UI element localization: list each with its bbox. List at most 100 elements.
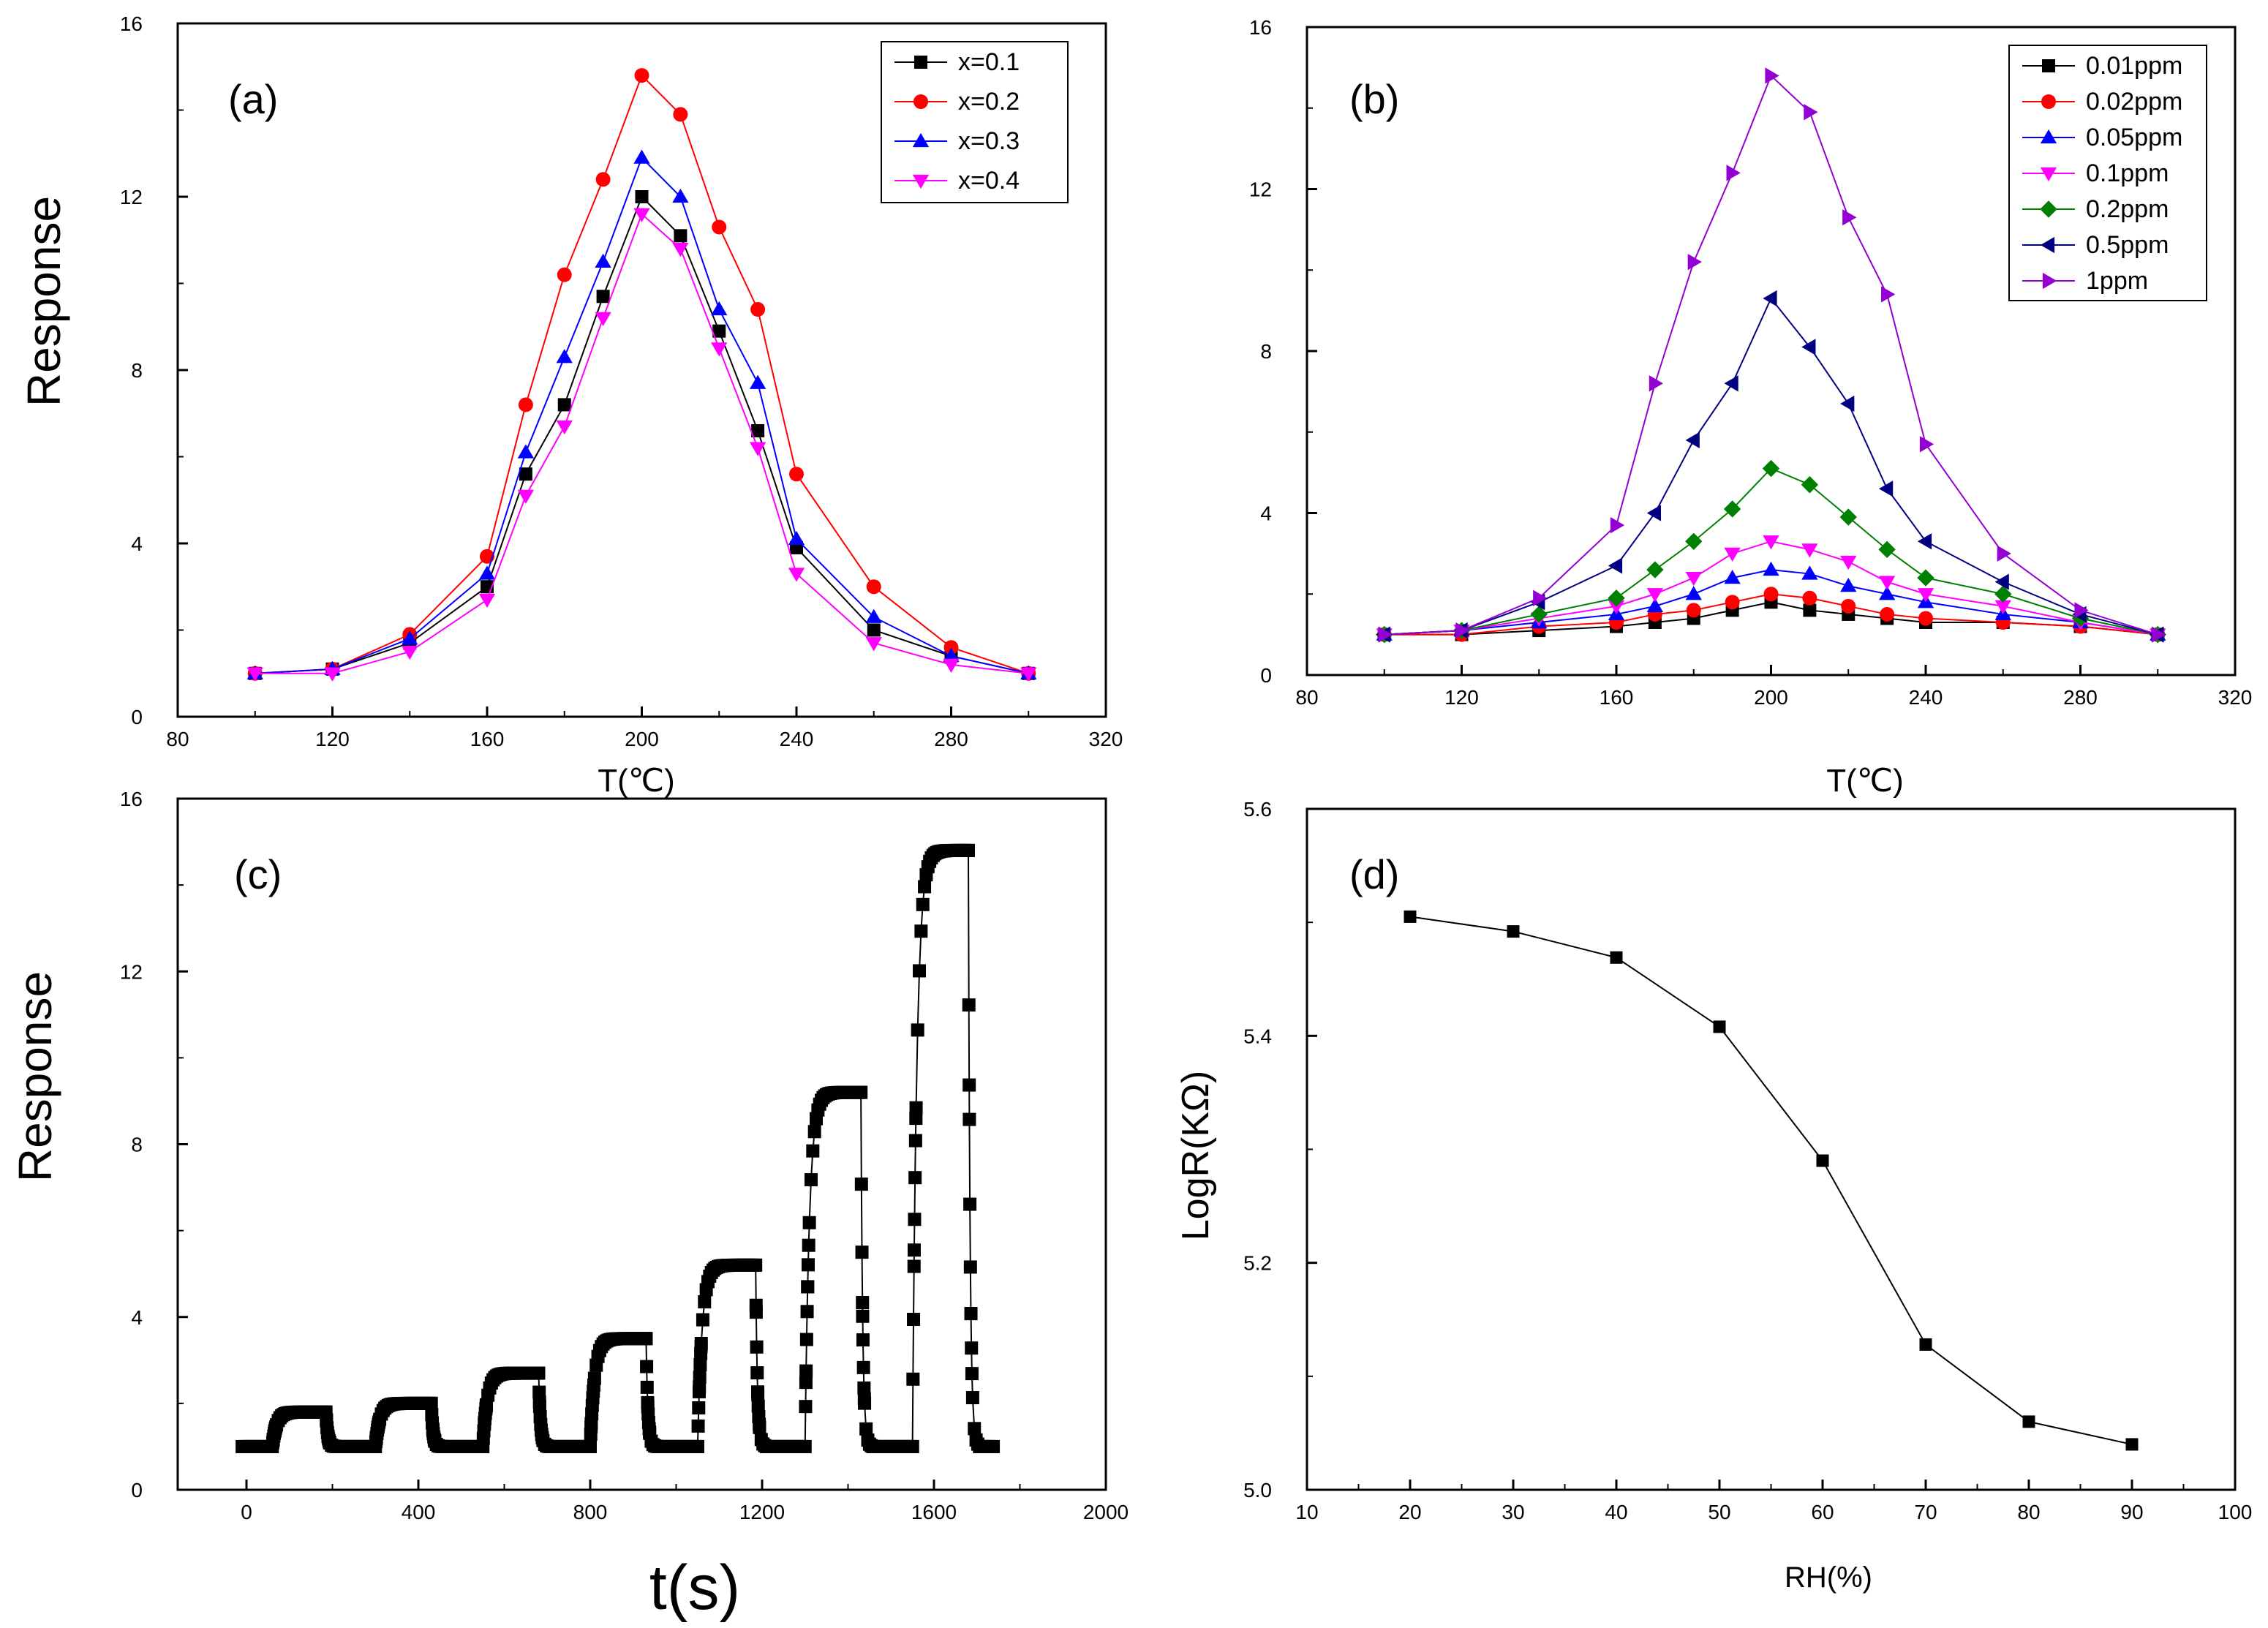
- x-axis-title: T(℃): [1826, 763, 1904, 799]
- data-point: [914, 924, 928, 938]
- legend-label: 0.01ppm: [2086, 52, 2182, 80]
- series-line: [1384, 467, 2158, 636]
- data-point: [532, 1399, 546, 1413]
- data-point: [1724, 547, 1741, 562]
- y-tick-label: 12: [120, 186, 143, 208]
- x-tick-label: 70: [1914, 1501, 1937, 1523]
- data-point: [855, 1246, 869, 1259]
- y-axis-title: Response: [18, 196, 70, 407]
- data-point: [633, 149, 650, 164]
- data-point: [909, 1101, 923, 1115]
- data-point: [711, 301, 728, 316]
- data-point: [1608, 589, 1625, 607]
- y-tick-label: 5.2: [1243, 1252, 1272, 1275]
- data-point: [691, 1419, 705, 1433]
- data-point: [1840, 395, 1855, 412]
- data-point: [1608, 557, 1623, 574]
- data-point: [965, 1391, 979, 1405]
- data-point: [906, 1372, 920, 1386]
- data-point: [801, 1280, 815, 1294]
- y-axis-title: LogR(KΩ): [1175, 1071, 1217, 1241]
- y-tick-label: 4: [131, 532, 143, 555]
- data-point: [943, 658, 960, 674]
- y-tick-label: 16: [1249, 16, 1272, 39]
- data-point: [1726, 165, 1741, 181]
- legend-marker: [2040, 200, 2057, 218]
- panel-c: 0 400 800 1200 1600 2000 0 4 8 12 16 (c) t(s) Respons…: [9, 788, 1129, 1623]
- legend-marker: [2042, 59, 2055, 72]
- data-point: [962, 1078, 976, 1092]
- x-tick-label: 60: [1811, 1501, 1834, 1523]
- data-point: [1533, 589, 1548, 606]
- data-point: [1724, 375, 1738, 392]
- data-point: [1724, 569, 1741, 584]
- data-point: [913, 964, 927, 978]
- data-point: [907, 1313, 921, 1327]
- data-point: [557, 267, 572, 282]
- data-point: [750, 1340, 764, 1354]
- data-point: [673, 107, 688, 122]
- data-point: [788, 568, 805, 582]
- data-point: [859, 1422, 873, 1436]
- data-point: [712, 324, 726, 338]
- data-point: [964, 1307, 978, 1321]
- data-point: [1763, 290, 1777, 307]
- series-x=0.4: [246, 208, 1037, 682]
- x-tick-label: 120: [1444, 686, 1479, 709]
- data-point: [324, 667, 341, 682]
- data-point: [856, 1360, 870, 1374]
- data-point: [751, 1387, 765, 1401]
- legend-marker: [913, 94, 928, 109]
- x-tick-label: 80: [1295, 686, 1318, 709]
- data-point: [1020, 667, 1037, 682]
- x-tick-label: 50: [1708, 1501, 1730, 1523]
- data-point: [968, 1422, 982, 1436]
- plot-frame-d: [1306, 807, 2237, 1491]
- data-point: [1804, 104, 1818, 121]
- data-point: [1713, 1020, 1726, 1033]
- data-point: [1803, 603, 1817, 617]
- series-1ppm: [1378, 67, 2166, 643]
- x-tick-label: 240: [1909, 686, 1943, 709]
- data-point: [753, 1420, 766, 1434]
- data-point: [402, 646, 418, 660]
- data-point: [1881, 286, 1896, 303]
- data-point: [1840, 578, 1857, 592]
- data-point: [1994, 585, 2012, 603]
- data-point: [1878, 481, 1894, 497]
- y-tick-label: 4: [1260, 502, 1272, 525]
- data-point: [1685, 586, 1702, 600]
- legend-marker: [2040, 129, 2057, 144]
- x-tick-label: 320: [2218, 686, 2253, 709]
- x-tick-label: 30: [1502, 1501, 1524, 1523]
- data-point: [962, 998, 976, 1012]
- data-point: [905, 1439, 919, 1453]
- x-tick-label: 1200: [739, 1501, 785, 1523]
- data-point: [749, 1258, 763, 1272]
- data-point: [556, 420, 573, 435]
- data-point: [1610, 516, 1625, 534]
- data-point: [1685, 572, 1702, 587]
- data-point: [962, 843, 975, 857]
- data-point: [1763, 587, 1779, 602]
- data-point: [557, 398, 571, 412]
- data-point: [424, 1396, 438, 1410]
- data-point: [1646, 598, 1664, 612]
- data-point: [1723, 500, 1741, 518]
- data-point: [1919, 1338, 1932, 1351]
- data-point: [857, 1381, 871, 1395]
- x-tick-label: 10: [1295, 1501, 1318, 1523]
- data-point: [800, 1305, 814, 1319]
- data-point: [865, 608, 882, 623]
- y-tick-label: 5.6: [1243, 798, 1272, 821]
- x-tick-label: 40: [1605, 1501, 1627, 1523]
- data-point: [1917, 569, 1934, 587]
- panel-d: 10 20 30 40 50 60 70 80 90 100 5.0 5.2 5.4 5.6 (d) RH(%…: [1175, 798, 2252, 1594]
- data-point: [1649, 375, 1664, 392]
- data-point: [2022, 1415, 2035, 1428]
- x-tick-label: 160: [1600, 686, 1634, 709]
- data-point: [1801, 565, 1818, 580]
- y-tick-label: 12: [120, 960, 143, 983]
- y-tick-label: 8: [131, 359, 143, 382]
- data-point: [1763, 561, 1779, 576]
